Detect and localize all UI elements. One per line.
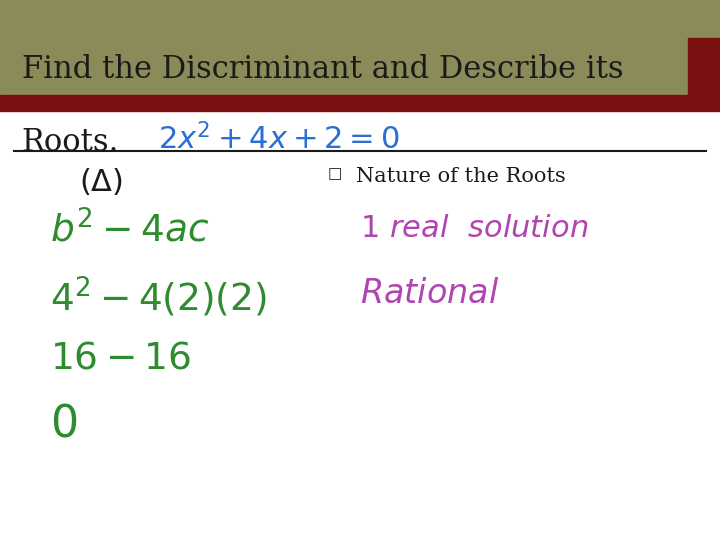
Text: Find the Discriminant and Describe its: Find the Discriminant and Describe its <box>22 54 624 85</box>
Text: $\mathit{Rational}$: $\mathit{Rational}$ <box>360 278 499 310</box>
Text: $0$: $0$ <box>50 402 78 446</box>
Text: $16-16$: $16-16$ <box>50 340 192 376</box>
Text: $1\ \mathit{real\ \ solution}$: $1\ \mathit{real\ \ solution}$ <box>360 213 588 244</box>
Text: Nature of the Roots: Nature of the Roots <box>356 167 566 186</box>
Bar <box>0 94 720 111</box>
Bar <box>0 0 720 94</box>
Text: □: □ <box>328 167 342 181</box>
Text: $4^2-4(2)(2)$: $4^2-4(2)(2)$ <box>50 275 267 320</box>
Text: $2x^2+4x+2=0$: $2x^2+4x+2=0$ <box>158 124 400 157</box>
Bar <box>688 38 720 94</box>
Text: Roots.: Roots. <box>22 127 119 158</box>
Text: $(\Delta)$: $(\Delta)$ <box>78 167 123 198</box>
Text: $b^2-4ac$: $b^2-4ac$ <box>50 211 210 249</box>
